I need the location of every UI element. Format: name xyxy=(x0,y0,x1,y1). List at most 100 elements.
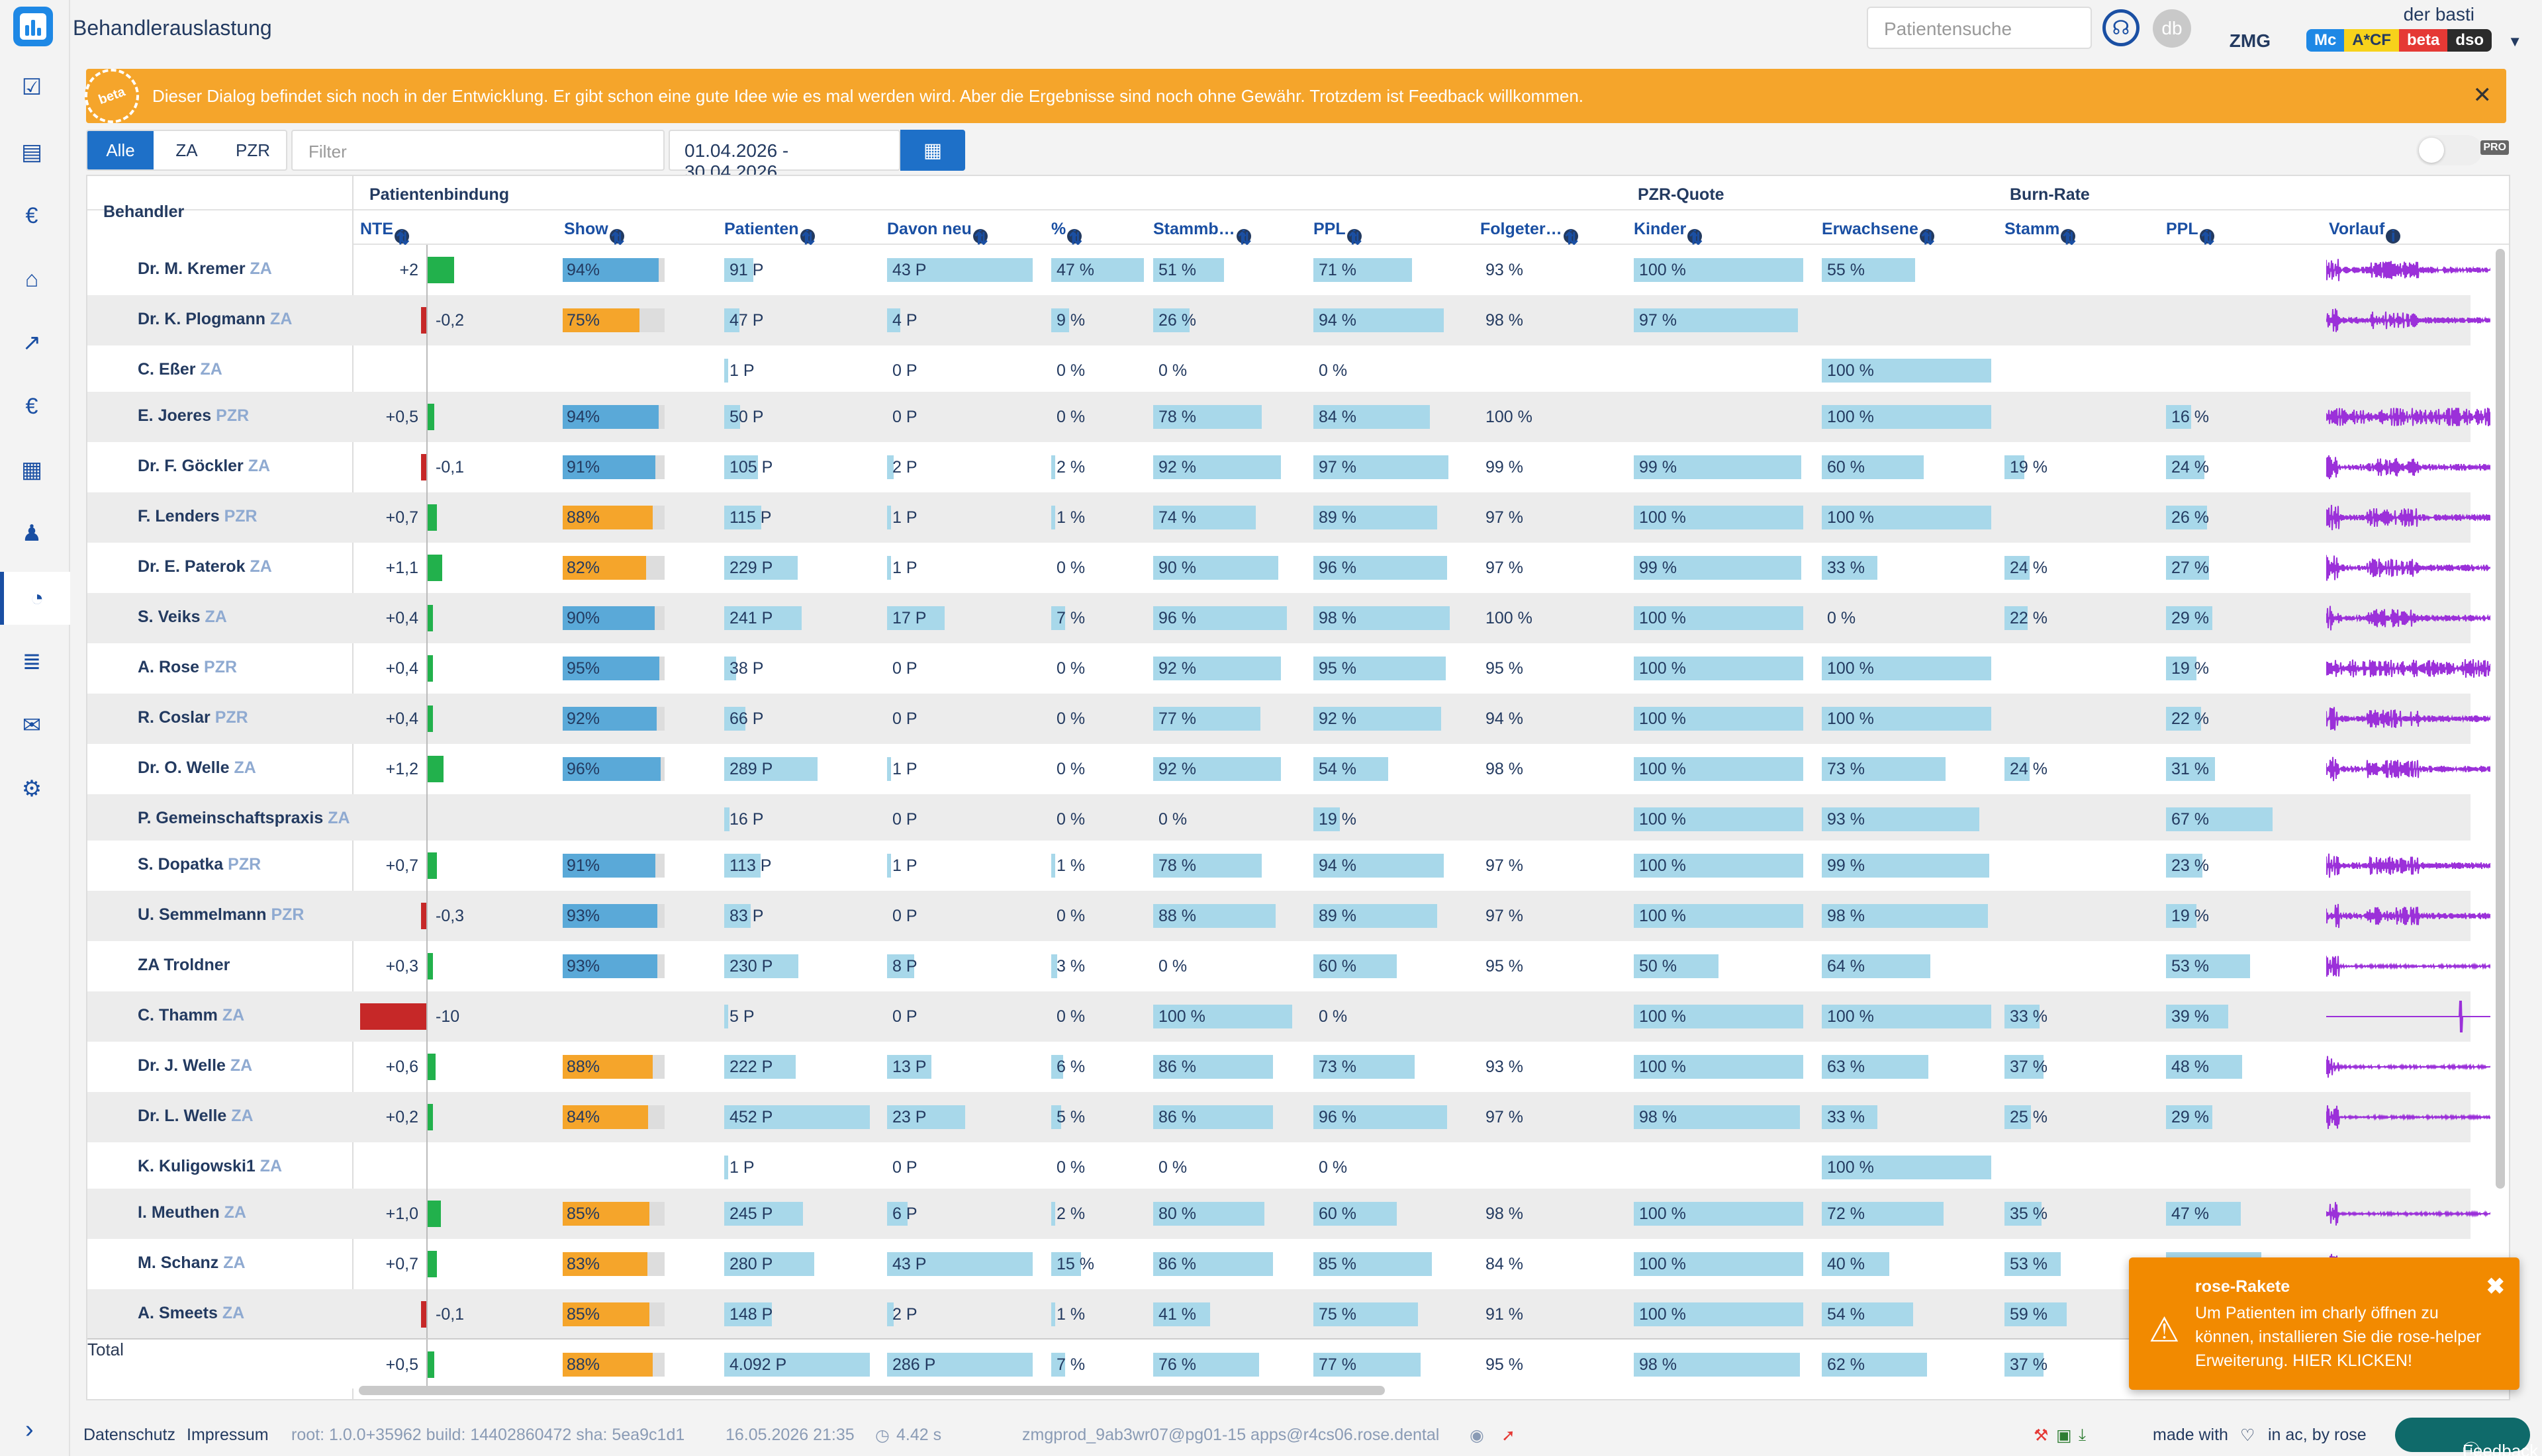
gear-icon[interactable]: ⚙ xyxy=(21,776,42,801)
segment-za[interactable]: ZA xyxy=(175,140,198,160)
info-icon[interactable]: i xyxy=(800,228,815,245)
tools-icon[interactable]: ⚒ xyxy=(2034,1426,2049,1445)
column-header[interactable]: NTE xyxy=(360,220,393,238)
behandler-name[interactable]: Dr. L. Welle ZA xyxy=(138,1107,254,1126)
user-menu[interactable]: der basti ZMG Mc A*CF beta dso ▼ xyxy=(2200,4,2531,54)
column-header[interactable]: Davon neu xyxy=(887,220,972,238)
behandler-name[interactable]: R. Coslar PZR xyxy=(138,708,248,727)
euro-icon[interactable]: € xyxy=(25,393,38,419)
column-header-cell[interactable]: Stammb… i ⇅ xyxy=(1153,220,1252,248)
app-logo-icon[interactable] xyxy=(13,7,53,46)
euro-icon[interactable]: € xyxy=(25,203,38,228)
table-row[interactable]: Dr. O. Welle ZA +1,2 96% 289 P 1 P 0 % 92 % 54 … xyxy=(87,744,2490,794)
vertical-scrollbar[interactable] xyxy=(2496,249,2505,1189)
behandler-name[interactable]: ZA Troldner xyxy=(138,956,230,975)
table-row[interactable]: P. Gemeinschaftspraxis ZA 16 P 0 P 0 % 0 % 19… xyxy=(87,794,2471,844)
close-icon[interactable]: ✕ xyxy=(2472,83,2492,108)
table-row[interactable]: I. Meuthen ZA +1,0 85% 245 P 6 P 2 % 80 % 60 % 9… xyxy=(87,1189,2490,1239)
column-header-cell[interactable]: % i ⇅ xyxy=(1051,220,1082,248)
info-icon[interactable]: i xyxy=(1919,228,1934,245)
sort-icon[interactable]: ⇅ xyxy=(610,230,625,248)
behandler-name[interactable]: C. Eßer ZA xyxy=(138,360,222,379)
calendar-icon[interactable]: ▦ xyxy=(21,457,43,482)
horizontal-scrollbar[interactable] xyxy=(359,1386,1385,1395)
behandler-name[interactable]: Dr. K. Plogmann ZA xyxy=(138,310,292,329)
column-header-cell[interactable]: Vorlauf i xyxy=(2329,220,2401,245)
database-icon[interactable]: ≣ xyxy=(22,649,42,674)
column-header-cell[interactable]: Erwachsene i ⇅ xyxy=(1822,220,1935,248)
sort-icon[interactable]: ⇅ xyxy=(2062,230,2077,248)
info-icon[interactable]: i xyxy=(972,228,988,245)
sort-icon[interactable]: ⇅ xyxy=(801,230,816,248)
table-row[interactable]: Dr. J. Welle ZA +0,6 88% 222 P 13 P 6 % 86 % 73… xyxy=(87,1042,2490,1092)
toast-body[interactable]: Um Patienten im charly öffnen zu können,… xyxy=(2195,1304,2482,1370)
date-range-input[interactable]: 01.04.2026 - 30.04.2026 xyxy=(669,130,900,182)
column-header-cell[interactable]: Stamm i ⇅ xyxy=(2004,220,2076,248)
column-header[interactable]: PPL xyxy=(1313,220,1346,238)
sort-icon[interactable]: ⇅ xyxy=(1920,230,1935,248)
behandler-name[interactable]: Dr. O. Welle ZA xyxy=(138,758,256,778)
info-icon[interactable]: i xyxy=(395,228,409,245)
info-icon[interactable]: i xyxy=(2386,228,2401,245)
rocket-icon[interactable]: ➚ xyxy=(1501,1426,1515,1445)
support-headset-icon[interactable]: ☊ xyxy=(2102,9,2140,46)
behandler-header[interactable]: Behandler xyxy=(103,203,185,221)
behandler-name[interactable]: S. Veiks ZA xyxy=(138,608,227,627)
column-header-cell[interactable]: PPL i ⇅ xyxy=(2166,220,2215,248)
column-header-cell[interactable]: Show i ⇅ xyxy=(564,220,625,248)
table-row[interactable]: Dr. L. Welle ZA +0,2 84% 452 P 23 P 5 % 86 % 96… xyxy=(87,1092,2490,1142)
filter-input[interactable]: Filter xyxy=(291,130,665,171)
behandler-name[interactable]: E. Joeres PZR xyxy=(138,406,249,426)
behandler-name[interactable]: U. Semmelmann PZR xyxy=(138,905,304,925)
document-icon[interactable]: ▤ xyxy=(21,140,43,165)
chevron-down-icon[interactable]: ▼ xyxy=(2508,33,2522,50)
rose-rakete-toast[interactable]: ⚠ rose-Rakete Um Patienten im charly öff… xyxy=(2129,1257,2519,1390)
behandler-name[interactable]: A. Rose PZR xyxy=(138,658,237,677)
mail-icon[interactable]: ✉ xyxy=(22,713,42,738)
sort-icon[interactable]: ⇅ xyxy=(974,230,988,248)
sort-icon[interactable]: ⇅ xyxy=(396,230,410,248)
column-header-cell[interactable]: NTE i ⇅ xyxy=(360,220,410,248)
column-header-cell[interactable]: Patienten i ⇅ xyxy=(724,220,815,248)
patient-search-input[interactable]: Patientensuche xyxy=(1867,7,2092,49)
behandler-name[interactable]: K. Kuligowski1 ZA xyxy=(138,1157,282,1176)
chart-settings-icon[interactable]: ↗ xyxy=(22,330,42,355)
behandler-name[interactable]: M. Schanz ZA xyxy=(138,1253,246,1273)
table-row[interactable]: Dr. K. Plogmann ZA -0,2 75% 47 P 4 P 9 % 26 % 9… xyxy=(87,295,2490,345)
table-row[interactable]: ZA Troldner +0,3 93% 230 P 8 P 3 % 0 % 60 % 95 %… xyxy=(87,941,2490,991)
table-row[interactable]: A. Rose PZR +0,4 95% 38 P 0 P 0 % 92 % 95 % 95 %… xyxy=(87,643,2490,694)
info-icon[interactable]: i xyxy=(609,228,624,245)
sort-icon[interactable]: ⇅ xyxy=(1348,230,1362,248)
column-header[interactable]: PPL xyxy=(2166,220,2198,238)
column-header[interactable]: Kinder xyxy=(1634,220,1687,238)
column-header[interactable]: Patienten xyxy=(724,220,799,238)
pro-toggle[interactable] xyxy=(2416,135,2482,165)
sort-icon[interactable]: ⇅ xyxy=(1237,230,1252,248)
info-icon[interactable]: i xyxy=(1236,228,1251,245)
behandler-name[interactable]: I. Meuthen ZA xyxy=(138,1203,246,1222)
behandler-name[interactable]: C. Thamm ZA xyxy=(138,1006,244,1025)
column-header-cell[interactable]: Kinder i ⇅ xyxy=(1634,220,1703,248)
column-header[interactable]: Stammb… xyxy=(1153,220,1235,238)
sort-icon[interactable]: ⇅ xyxy=(1068,230,1083,248)
table-row[interactable]: R. Coslar PZR +0,4 92% 66 P 0 P 0 % 77 % 92 % 94… xyxy=(87,694,2490,744)
table-row[interactable]: E. Joeres PZR +0,5 94% 50 P 0 P 0 % 78 % 84 % 10… xyxy=(87,392,2490,442)
table-row[interactable]: K. Kuligowski1 ZA 1 P 0 P 0 % 0 % 0 % 100 % xyxy=(87,1142,2471,1193)
avatar[interactable]: db xyxy=(2153,9,2191,48)
table-row[interactable]: C. Eßer ZA 1 P 0 P 0 % 0 % 0 % 100 % xyxy=(87,345,2471,396)
table-row[interactable]: M. Schanz ZA +0,7 83% 280 P 43 P 15 % 86 % 85 %… xyxy=(87,1239,2490,1289)
behandler-name[interactable]: Total xyxy=(87,1340,124,1359)
behandler-name[interactable]: F. Lenders PZR xyxy=(138,507,258,526)
table-row[interactable]: S. Dopatka PZR +0,7 91% 113 P 1 P 1 % 78 % 94 %… xyxy=(87,841,2490,891)
table-row[interactable]: Dr. M. Kremer ZA +2 94% 91 P 43 P 47 % 51 % 71 … xyxy=(87,245,2490,295)
sort-icon[interactable]: ⇅ xyxy=(2200,230,2215,248)
table-row[interactable]: U. Semmelmann PZR -0,3 93% 83 P 0 P 0 % 88 % 89… xyxy=(87,891,2490,941)
calendar-icon[interactable]: ▦ xyxy=(900,130,965,171)
info-icon[interactable]: i xyxy=(1563,228,1578,245)
column-header-cell[interactable]: Folgeter… i ⇅ xyxy=(1480,220,1579,248)
behandler-name[interactable]: Dr. F. Göckler ZA xyxy=(138,457,270,476)
info-icon[interactable]: i xyxy=(1346,228,1362,245)
checkbox-icon[interactable]: ☑ xyxy=(21,75,42,100)
column-header[interactable]: Erwachsene xyxy=(1822,220,1918,238)
column-header[interactable]: Folgeter… xyxy=(1480,220,1562,238)
